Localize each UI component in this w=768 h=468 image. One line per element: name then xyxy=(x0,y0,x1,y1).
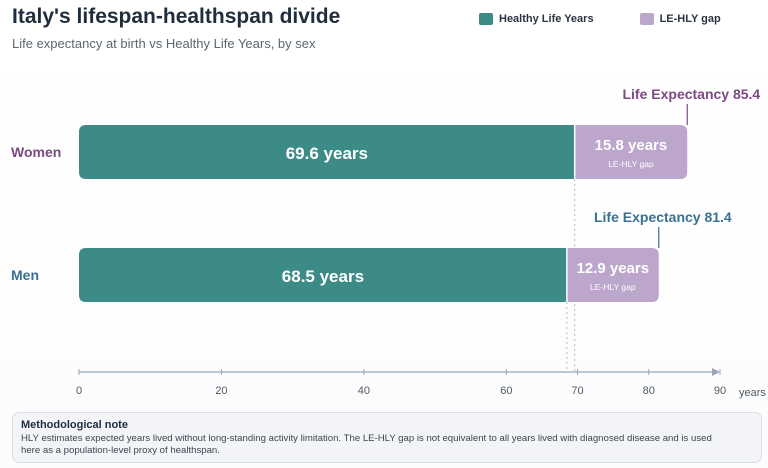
hly-value-label-women: 69.6 years xyxy=(286,144,368,163)
x-tick-label-80: 80 xyxy=(643,385,655,397)
legend-label-gap: LE-HLY gap xyxy=(659,13,721,25)
legend-swatch-hly xyxy=(479,13,493,25)
bar-gap-women xyxy=(574,125,688,179)
bar-hly-women xyxy=(79,125,575,179)
x-tick-label-70: 70 xyxy=(571,385,583,397)
note-line-1: HLY estimates expected years lived witho… xyxy=(21,433,712,444)
gap-value-label-men: 12.9 years xyxy=(577,260,650,277)
bar-chart: Women 69.6 years 15.8 years LE-HLY gap Life … xyxy=(11,86,766,399)
x-axis-arrow xyxy=(712,368,720,376)
gap-sub-label-women: LE-HLY gap xyxy=(608,159,654,169)
x-tick-label-40: 40 xyxy=(358,385,370,397)
bar-gap-men xyxy=(566,248,659,302)
category-label-men: Men xyxy=(11,267,39,283)
x-tick-label-60: 60 xyxy=(500,385,512,397)
legend-item-hly: Healthy Life Years xyxy=(479,13,594,25)
chart-title: Italy's lifespan-healthspan divide xyxy=(12,5,341,28)
hly-value-label-men: 68.5 years xyxy=(282,267,364,286)
x-tick-label-20: 20 xyxy=(215,385,227,397)
legend: Healthy Life Years LE-HLY gap xyxy=(479,11,721,27)
note-title: Methodological note xyxy=(21,419,128,431)
life-expectancy-label-men: Life Expectancy 81.4 xyxy=(594,209,732,225)
methodological-note: Methodological note HLY estimates expect… xyxy=(12,412,762,463)
legend-item-gap: LE-HLY gap xyxy=(639,13,721,25)
note-line-2: here as a population-level proxy of heal… xyxy=(21,445,220,456)
x-tick-label-90: 90 xyxy=(714,385,726,397)
x-tick-label-0: 0 xyxy=(76,385,82,397)
legend-label-hly: Healthy Life Years xyxy=(499,13,594,25)
life-expectancy-label-women: Life Expectancy 85.4 xyxy=(622,86,760,102)
category-label-women: Women xyxy=(11,144,61,160)
chart-subtitle: Life expectancy at birth vs Healthy Life… xyxy=(12,36,316,51)
gap-sub-label-men: LE-HLY gap xyxy=(590,282,636,292)
note-text: HLY estimates expected years lived witho… xyxy=(21,433,753,457)
x-axis-unit-label: years xyxy=(739,387,766,399)
gap-value-label-women: 15.8 years xyxy=(595,137,668,154)
bar-hly-men xyxy=(79,248,567,302)
legend-swatch-gap xyxy=(639,13,654,25)
